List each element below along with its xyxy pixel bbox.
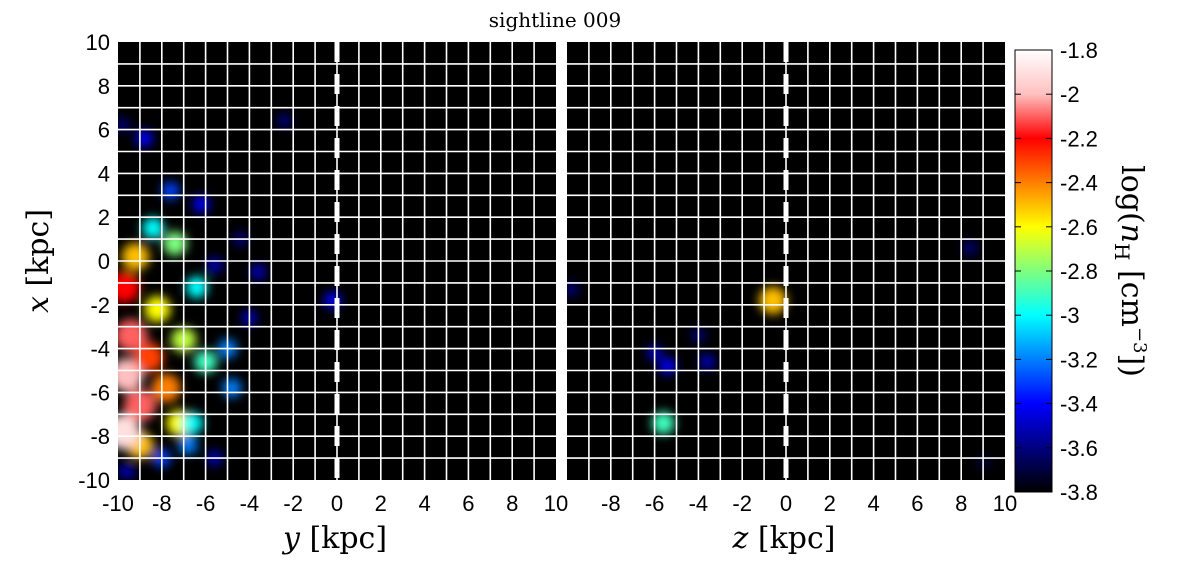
density-cloud — [142, 217, 164, 239]
x-tick-label: -4 — [689, 491, 709, 516]
colorbar-tick-label: -3 — [1060, 303, 1080, 328]
density-cloud — [181, 412, 204, 434]
colorbar-tick-label: -3.6 — [1060, 436, 1098, 461]
panel-right: -8 -6 -4 -2 0 2 4 6 8 10 — [567, 42, 1017, 516]
colorbar-tick-label: -2.6 — [1060, 215, 1098, 240]
density-cloud — [206, 257, 223, 274]
x-axis-label-left: y [kpc] — [281, 521, 387, 556]
y-tick-label: -8 — [90, 424, 110, 449]
chart-title: sightline 009 — [489, 8, 621, 32]
x-tick-label: -8 — [601, 491, 621, 516]
colorbar-tick-label: -2.4 — [1060, 171, 1098, 196]
colorbar-label: log(nH [cm−3]) — [1110, 165, 1150, 377]
y-tick-label: 8 — [98, 74, 110, 99]
colorbar-tick-label: -2.2 — [1060, 126, 1098, 151]
colorbar-ticks: -1.8 -2 -2.2 -2.4 -2.6 -2.8 -3 -3.2 -3.4 -3.6 -3.8 — [1015, 38, 1098, 505]
x-tick-label: 0 — [331, 491, 343, 516]
density-cloud — [144, 295, 171, 323]
y-tick-label: -4 — [90, 337, 110, 362]
density-cloud — [759, 286, 787, 315]
colorbar-tick-label: -1.8 — [1060, 38, 1098, 63]
x-tick-label: 6 — [911, 491, 923, 516]
y-axis-label: x [kpc] — [21, 209, 56, 313]
colorbar-tick-label: -2.8 — [1060, 259, 1098, 284]
density-cloud — [567, 282, 579, 297]
y-tick-label: 10 — [86, 30, 110, 55]
x-tick-label: -6 — [196, 491, 216, 516]
x-tick-label: -2 — [732, 491, 752, 516]
density-cloud — [162, 231, 187, 256]
svg-text:x [kpc]: x [kpc] — [21, 209, 56, 313]
colorbar-tick-label: -3.2 — [1060, 347, 1098, 372]
svg-text:log(nH [cm−3]): log(nH [cm−3]) — [1110, 165, 1150, 377]
density-cloud — [651, 411, 675, 435]
x-tick-label: 0 — [780, 491, 792, 516]
density-cloud — [135, 129, 153, 147]
density-cloud — [192, 195, 210, 213]
y-tick-label: 2 — [98, 205, 110, 230]
x-tick-label: 8 — [955, 491, 967, 516]
x-axis-label-right: z [kpc] — [732, 521, 836, 556]
x-tick-label: 8 — [506, 491, 518, 516]
density-cloud — [277, 113, 292, 129]
density-cloud — [121, 242, 150, 271]
density-cloud — [250, 264, 266, 280]
density-cloud — [118, 414, 140, 450]
x-tick-label: -6 — [645, 491, 665, 516]
density-cloud — [151, 373, 181, 403]
x-tick-label: -10 — [102, 491, 134, 516]
panel-left: -10 -8 -6 -4 -2 0 2 4 6 8 10 10 8 6 4 2 0 -2 -4 -6 -8 -10 — [78, 30, 568, 516]
y-tick-label: -10 — [78, 468, 110, 493]
x-tick-label: 4 — [867, 491, 879, 516]
x-tick-label: -2 — [283, 491, 303, 516]
density-cloud — [118, 271, 141, 303]
x-tick-label: 2 — [824, 491, 836, 516]
x-tick-label: 10 — [544, 491, 568, 516]
y-tick-label: 6 — [98, 118, 110, 143]
x-tick-label: 6 — [462, 491, 474, 516]
density-cloud — [133, 342, 164, 373]
y-tick-label: 4 — [98, 161, 110, 186]
x-tick-label: 4 — [418, 491, 430, 516]
density-cloud — [699, 353, 715, 370]
y-tick-label: -2 — [90, 293, 110, 318]
x-tick-label: 10 — [993, 491, 1017, 516]
colorbar-tick-label: -3.4 — [1060, 392, 1098, 417]
y-tick-label: -6 — [90, 380, 110, 405]
density-cloud — [161, 181, 180, 200]
density-cloud — [186, 276, 208, 299]
density-cloud — [222, 378, 242, 398]
x-tick-label: 2 — [375, 491, 387, 516]
colorbar-tick-label: -3.8 — [1060, 480, 1098, 505]
colorbar-tick-label: -2 — [1060, 82, 1080, 107]
density-cloud — [962, 240, 978, 256]
density-cloud — [659, 357, 677, 375]
y-tick-label: 0 — [98, 249, 110, 274]
x-tick-label: -4 — [240, 491, 260, 516]
density-cloud — [178, 435, 198, 455]
colorbar: -1.8 -2 -2.2 -2.4 -2.6 -2.8 -3 -3.2 -3.4 -3.6 -3.8 — [1014, 38, 1098, 505]
density-cloud — [118, 463, 135, 480]
x-tick-label: -8 — [152, 491, 172, 516]
